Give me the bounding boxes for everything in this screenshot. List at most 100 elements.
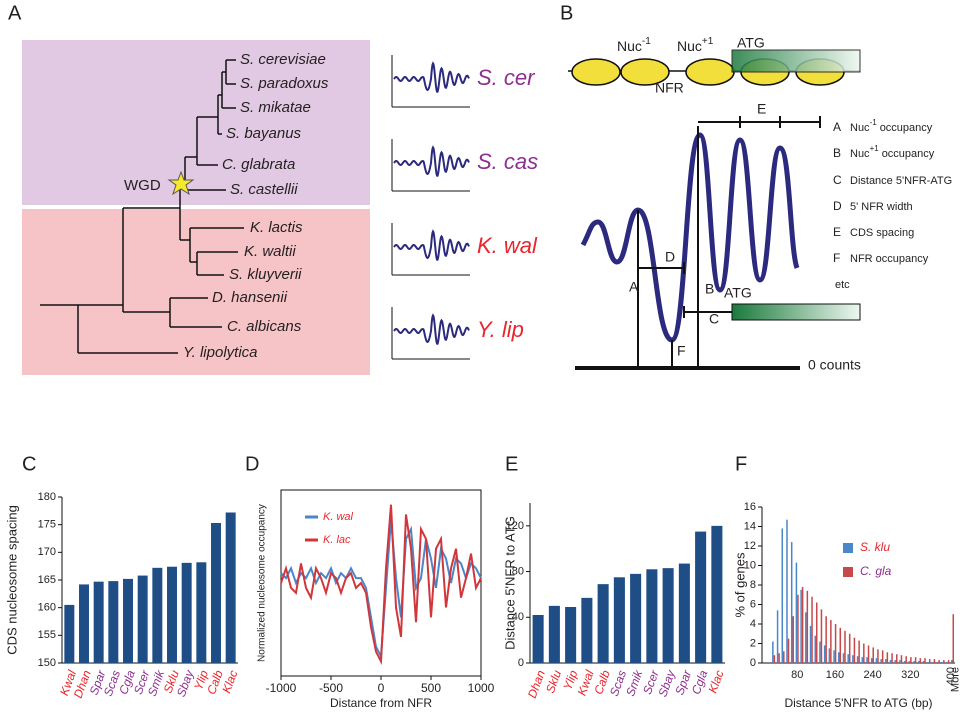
leaf-label: S. cerevisiae — [240, 51, 326, 68]
bar — [900, 655, 903, 663]
bar — [933, 659, 936, 663]
y-tick-label: 2 — [750, 637, 756, 649]
leaf-label: S. paradoxus — [240, 75, 329, 92]
atg-label: ATG — [737, 35, 765, 51]
x-tick-label: 320 — [901, 669, 919, 681]
bar — [894, 660, 897, 663]
marker: D — [665, 249, 675, 265]
bar — [93, 581, 104, 663]
bar — [820, 609, 823, 663]
legend-swatch — [843, 567, 853, 577]
legend-key: A — [833, 120, 841, 134]
y-tick-label: 8 — [750, 579, 756, 591]
legend-key: F — [833, 251, 840, 265]
marker: B — [705, 281, 714, 297]
baseline-label: 0 counts — [808, 357, 861, 373]
legend-text: Nuc-1 occupancy — [850, 118, 933, 134]
leaf-label: S. castellii — [230, 181, 298, 198]
x-tick-label: Sklu — [543, 668, 564, 695]
y-tick-label: 0 — [518, 657, 524, 669]
bar — [946, 662, 948, 663]
bar — [814, 635, 816, 663]
nfr-label: NFR — [655, 80, 684, 96]
bar — [938, 660, 940, 663]
y-tick-label: 150 — [38, 657, 56, 669]
leaf-label: C. glabrata — [222, 156, 295, 173]
bar — [856, 656, 859, 663]
marker: E — [757, 101, 766, 117]
bar — [167, 566, 177, 663]
y-tick-label: 0 — [750, 657, 756, 669]
x-axis-title: Distance 5'NFR to ATG (bp) — [784, 696, 932, 710]
panel-label: C — [22, 453, 36, 475]
legend-key: D — [833, 199, 842, 213]
bar — [137, 575, 148, 663]
bar — [597, 584, 609, 663]
legend-key: C — [833, 173, 842, 187]
bar — [678, 563, 690, 663]
nuc-minus-label: Nuc-1 — [617, 36, 651, 54]
cds-bar — [731, 303, 861, 321]
bar — [79, 584, 89, 663]
y-axis-title: Normalized nucleosome occupancy — [257, 504, 268, 662]
phylogenetic-tree — [40, 59, 244, 354]
bar — [711, 525, 723, 663]
bar — [844, 630, 846, 663]
y-tick-label: 6 — [750, 598, 756, 610]
panel-label: D — [245, 453, 259, 475]
bar — [809, 625, 812, 663]
legend-key: B — [833, 146, 841, 160]
bar — [880, 659, 882, 663]
legend-swatch — [843, 543, 853, 553]
wgd-label: WGD — [124, 177, 161, 194]
panel-label: B — [560, 2, 573, 24]
y-tick-label: 16 — [744, 501, 756, 513]
bar — [853, 637, 856, 663]
leaf-label: S. mikatae — [240, 99, 311, 116]
bar — [847, 654, 849, 663]
bar — [532, 615, 544, 663]
legend: A Nuc-1 occupancy B Nuc+1 occupancy C Dist… — [833, 118, 952, 291]
legend-label: K. lac — [323, 534, 351, 546]
legend-label: S. klu — [860, 540, 890, 554]
x-tick-label: 240 — [863, 669, 881, 681]
bar — [858, 640, 860, 663]
leaf-label: K. waltii — [244, 243, 296, 260]
bar — [903, 661, 906, 663]
y-axis-title: Distance 5'NFR to ATG — [502, 516, 517, 650]
bar — [881, 650, 884, 663]
y-tick-label: 12 — [744, 540, 756, 552]
bar — [910, 657, 912, 663]
bar — [225, 512, 236, 663]
y-tick-label: 180 — [38, 491, 56, 503]
x-tick-label: -1000 — [266, 681, 297, 695]
profile-label: Y. lip — [477, 317, 524, 342]
bar — [581, 597, 593, 663]
wgd-background — [22, 40, 370, 205]
legend-sup: +1 — [870, 144, 880, 153]
leaf-label: K. lactis — [250, 219, 303, 236]
profile-curve — [393, 145, 470, 177]
panel-label: A — [8, 2, 22, 24]
bar — [565, 607, 577, 663]
bar — [776, 610, 779, 663]
legend-sup: -1 — [870, 118, 878, 127]
x-tick-label: 160 — [826, 669, 844, 681]
bar — [211, 523, 221, 663]
bar — [886, 652, 889, 663]
panel-label: F — [735, 453, 747, 475]
legend-post: occupancy — [882, 148, 935, 160]
bar — [872, 647, 874, 663]
x-tick-label: Klac — [706, 668, 727, 695]
y-tick-label: 155 — [38, 629, 56, 641]
measure-lines — [575, 116, 821, 370]
bar — [819, 641, 821, 663]
y-tick-label: 160 — [38, 602, 56, 614]
y-tick-label: 10 — [744, 559, 756, 571]
bar — [885, 659, 887, 663]
x-tick-label: 0 — [378, 681, 385, 695]
legend-text: Nuc+1 occupancy — [850, 144, 935, 160]
bar — [918, 661, 920, 663]
marker: F — [677, 343, 686, 359]
bar — [783, 651, 785, 663]
